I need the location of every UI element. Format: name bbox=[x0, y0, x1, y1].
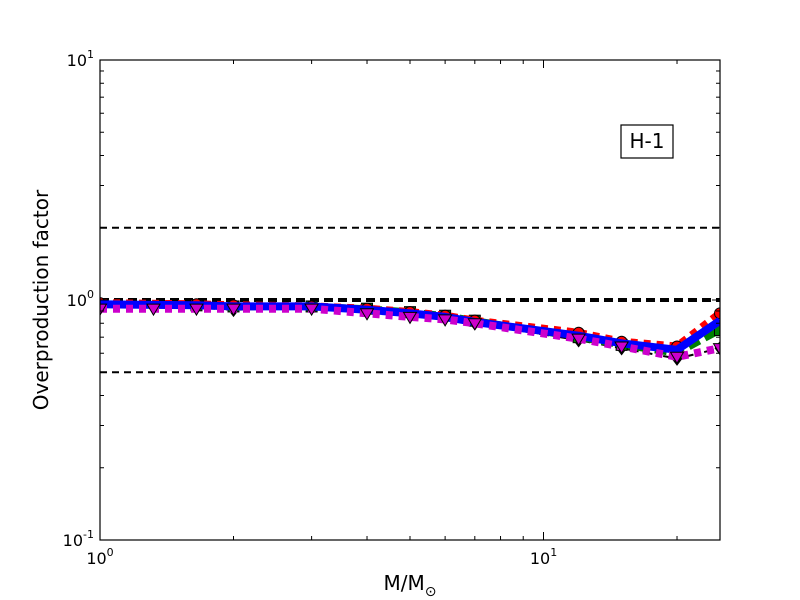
y-tick-label-0: 10-1 bbox=[63, 528, 94, 550]
series-4-point-8 bbox=[467, 318, 483, 331]
y-tick-label-2: 101 bbox=[67, 48, 94, 70]
annotation-label: H-1 bbox=[630, 129, 665, 153]
series-layer bbox=[100, 297, 720, 366]
series-4-point-2 bbox=[189, 303, 204, 317]
y-tick-label-base: 10 bbox=[67, 291, 87, 310]
y-axis-label: Overproduction factor bbox=[29, 189, 53, 410]
series-4-point-3 bbox=[226, 303, 241, 317]
x-tick-label-exponent: 0 bbox=[107, 546, 114, 559]
x-axis-label-subscript: ⊙ bbox=[425, 584, 437, 600]
y-tick-label-exponent: 1 bbox=[87, 48, 94, 61]
series-4-point-0 bbox=[100, 303, 108, 317]
x-tick-label-1: 101 bbox=[530, 546, 557, 568]
series-4-point-4 bbox=[304, 303, 319, 317]
series-4-point-10 bbox=[614, 341, 629, 355]
series-4-point-9 bbox=[571, 333, 587, 347]
x-axis-label-main: M/M bbox=[384, 571, 425, 595]
annotation-box: H-1 bbox=[620, 124, 674, 159]
x-tick-label-base: 10 bbox=[86, 549, 106, 568]
x-tick-label-base: 10 bbox=[530, 549, 550, 568]
x-tick-label-exponent: 1 bbox=[550, 546, 557, 559]
series-4-point-7 bbox=[437, 314, 453, 327]
y-tick-label-exponent: 0 bbox=[87, 288, 94, 301]
reference-lines bbox=[100, 226, 720, 374]
series-4-point-11 bbox=[669, 351, 685, 365]
series-1-point-11 bbox=[714, 323, 720, 336]
x-axis-label: M/M⊙ bbox=[384, 571, 437, 600]
y-tick-label-1: 100 bbox=[67, 288, 94, 310]
annotation-frame bbox=[620, 124, 674, 159]
series-4-point-1 bbox=[146, 303, 161, 317]
ticks bbox=[99, 59, 720, 541]
x-tick-label-0: 100 bbox=[86, 546, 113, 568]
series-4 bbox=[100, 303, 720, 365]
series-4-point-5 bbox=[359, 308, 375, 321]
y-tick-label-base: 10 bbox=[63, 531, 83, 550]
series-4-point-12 bbox=[712, 343, 720, 356]
y-tick-label-base: 10 bbox=[67, 51, 87, 70]
y-tick-label-exponent: -1 bbox=[83, 528, 94, 541]
series-4-point-6 bbox=[402, 311, 418, 325]
